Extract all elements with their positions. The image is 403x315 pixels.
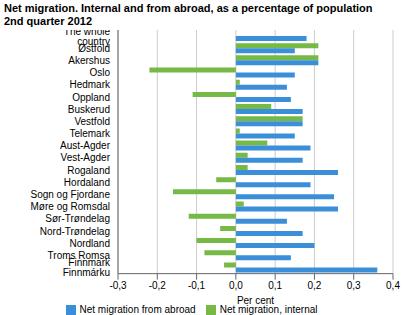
svg-text:Nordland: Nordland bbox=[69, 238, 110, 249]
svg-text:Vest-Agder: Vest-Agder bbox=[61, 152, 111, 163]
svg-text:Troms Romsa: Troms Romsa bbox=[47, 249, 110, 261]
svg-text:0,3: 0,3 bbox=[347, 280, 361, 291]
svg-text:Telemark: Telemark bbox=[69, 128, 111, 139]
svg-text:-0,1: -0,1 bbox=[188, 280, 206, 291]
svg-text:Oslo: Oslo bbox=[89, 67, 110, 78]
svg-text:Akershus: Akershus bbox=[68, 55, 110, 66]
svg-text:0,4: 0,4 bbox=[386, 280, 400, 291]
html-text:Net migration from abroad: Net migration from abroad bbox=[79, 303, 196, 315]
svg-text:Sør-Trøndelag: Sør-Trøndelag bbox=[45, 213, 110, 224]
html-text:2nd quarter 2012: 2nd quarter 2012 bbox=[4, 15, 92, 27]
svg-text:Møre og Romsdal: Møre og Romsdal bbox=[31, 201, 110, 212]
svg-text:Rogaland: Rogaland bbox=[67, 165, 110, 176]
svg-text:Buskerud: Buskerud bbox=[68, 104, 110, 115]
svg-text:Vestfold: Vestfold bbox=[74, 116, 110, 127]
svg-text:Per cent: Per cent bbox=[237, 295, 274, 306]
svg-text:Sogn og Fjordane: Sogn og Fjordane bbox=[30, 189, 110, 200]
svg-text:0,2: 0,2 bbox=[307, 280, 321, 291]
svg-text:Aust-Agder: Aust-Agder bbox=[60, 140, 111, 151]
svg-text:Hordaland: Hordaland bbox=[64, 177, 110, 188]
svg-text:-0,2: -0,2 bbox=[149, 280, 167, 291]
svg-text:FinnmarkFinnmárku: FinnmarkFinnmárku bbox=[63, 257, 111, 278]
html-text:Net migration. Internal and fr: Net migration. Internal and from abroad,… bbox=[4, 2, 373, 14]
svg-text:-0,3: -0,3 bbox=[109, 280, 127, 291]
svg-text:0,1: 0,1 bbox=[268, 280, 282, 291]
svg-text:Nord-Trøndelag: Nord-Trøndelag bbox=[40, 226, 110, 237]
svg-text:0,0: 0,0 bbox=[229, 280, 243, 291]
html-text:Net migration, internal: Net migration, internal bbox=[219, 303, 318, 315]
svg-text:Østfold: Østfold bbox=[78, 43, 110, 54]
svg-text:Oppland: Oppland bbox=[72, 92, 110, 103]
svg-text:Hedmark: Hedmark bbox=[69, 79, 111, 90]
